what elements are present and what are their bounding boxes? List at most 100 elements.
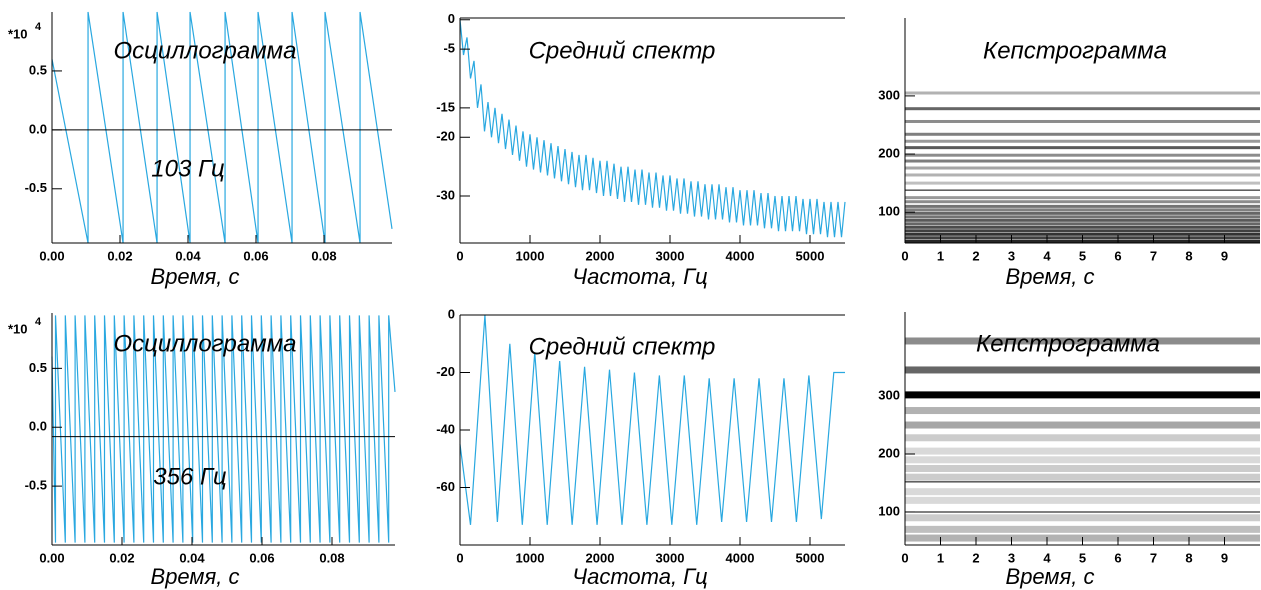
- x-tick-label: 5: [1079, 248, 1086, 263]
- x-tick-label: 0: [456, 248, 463, 263]
- cepstrum-band: [905, 181, 1260, 185]
- cepstrum-band: [905, 525, 1260, 533]
- x-tick-label: 0.08: [319, 550, 344, 565]
- y-tick-label: -20: [436, 129, 455, 144]
- frequency-annotation: 356 Гц: [153, 463, 227, 490]
- y-tick-label: 100: [878, 503, 900, 518]
- y-tick-label: -20: [436, 364, 455, 379]
- cepstrum-band: [905, 514, 1260, 522]
- cepstrum-band: [905, 464, 1260, 472]
- x-tick-label: 4: [1043, 248, 1051, 263]
- y-tick-label: 100: [878, 204, 900, 219]
- y-tick-label: -40: [436, 421, 455, 436]
- cepstrum-band: [905, 391, 1260, 399]
- x-tick-label: 5: [1079, 550, 1086, 565]
- y-tick-label: -30: [436, 187, 455, 202]
- x-tick-label: 0: [901, 550, 908, 565]
- panel-title: Кепстрограмма: [983, 37, 1167, 64]
- x-tick-label: 0.00: [39, 550, 64, 565]
- y-tick-label: 200: [878, 445, 900, 460]
- x-tick-label: 2000: [586, 550, 615, 565]
- y-tick-label: 0.5: [29, 360, 47, 375]
- y-tick-label: 0.0: [29, 121, 47, 136]
- signal-line: [459, 314, 845, 525]
- cepstrum-band: [905, 107, 1260, 111]
- x-tick-label: 2000: [586, 248, 615, 263]
- x-tick-label: 4000: [726, 550, 755, 565]
- x-tick-label: 6: [1114, 248, 1121, 263]
- x-tick-label: 0: [901, 248, 908, 263]
- scale-label: *10: [8, 321, 28, 336]
- cepstrum-band: [905, 200, 1260, 204]
- cepstrum-band: [905, 132, 1260, 136]
- cepstrum-band: [905, 153, 1260, 157]
- y-tick-label: -15: [436, 99, 455, 114]
- panel-title: Средний спектр: [529, 37, 716, 64]
- x-axis-label: Время, с: [1006, 564, 1095, 589]
- cepstrum-band: [905, 229, 1260, 233]
- x-tick-label: 2: [972, 550, 979, 565]
- x-tick-label: 0.08: [311, 248, 336, 263]
- x-tick-label: 6: [1114, 550, 1121, 565]
- x-tick-label: 7: [1150, 550, 1157, 565]
- cepstrum-band: [905, 496, 1260, 504]
- y-tick-label: -60: [436, 479, 455, 494]
- cepstrum-band: [905, 166, 1260, 170]
- x-tick-label: 1000: [516, 550, 545, 565]
- y-tick-label: -0.5: [25, 180, 47, 195]
- x-axis-label: Частота, Гц: [572, 264, 707, 289]
- x-tick-label: 3: [1008, 550, 1015, 565]
- cepstrum-band: [905, 225, 1260, 229]
- cepstrum-band: [905, 434, 1260, 442]
- cepstrum-band: [905, 222, 1260, 226]
- x-tick-label: 0: [456, 550, 463, 565]
- y-tick-label: 0.5: [29, 62, 47, 77]
- panel-title: Кепстрограмма: [976, 330, 1160, 357]
- x-axis-label: Частота, Гц: [572, 564, 707, 589]
- x-tick-label: 4: [1043, 550, 1051, 565]
- signal-line: [51, 315, 396, 543]
- x-tick-label: 1: [937, 550, 944, 565]
- scale-label: *10: [8, 26, 28, 41]
- x-axis-label: Время, с: [1006, 264, 1095, 289]
- panel-title: Осциллограмма: [114, 330, 297, 357]
- x-tick-label: 7: [1150, 248, 1157, 263]
- x-tick-label: 3000: [656, 248, 685, 263]
- y-tick-label: 0: [448, 11, 455, 26]
- cepstrum-band: [905, 232, 1260, 236]
- x-tick-label: 0.04: [175, 248, 201, 263]
- panel-title: Осциллограмма: [114, 37, 297, 64]
- cepstrum-band: [905, 337, 1260, 345]
- cepstrum-band: [905, 421, 1260, 429]
- x-tick-label: 3: [1008, 248, 1015, 263]
- x-tick-label: 0.06: [243, 248, 268, 263]
- x-tick-label: 1: [937, 248, 944, 263]
- cepstrum-band: [905, 208, 1260, 212]
- scale-exponent: 4: [35, 21, 42, 33]
- x-tick-label: 8: [1185, 248, 1192, 263]
- cepstrum-band: [905, 204, 1260, 208]
- cepstrum-band: [905, 407, 1260, 415]
- x-tick-label: 5000: [796, 550, 825, 565]
- cepstrum-band: [905, 139, 1260, 143]
- x-tick-label: 4000: [726, 248, 755, 263]
- x-tick-label: 0.02: [107, 248, 132, 263]
- x-tick-label: 3000: [656, 550, 685, 565]
- x-tick-label: 9: [1221, 550, 1228, 565]
- x-tick-label: 0.00: [39, 248, 64, 263]
- cepstrum-band: [905, 456, 1260, 464]
- y-tick-label: 300: [878, 387, 900, 402]
- cepstrum-band: [905, 447, 1260, 455]
- x-tick-label: 0.06: [249, 550, 274, 565]
- cepstrum-band: [905, 218, 1260, 222]
- y-tick-label: 0: [448, 306, 455, 321]
- frequency-annotation: 103 Гц: [151, 155, 225, 182]
- y-tick-label: 0.0: [29, 419, 47, 434]
- y-tick-label: -5: [443, 41, 455, 56]
- x-tick-label: 9: [1221, 248, 1228, 263]
- signal-line: [459, 19, 846, 238]
- cepstrum-band: [905, 196, 1260, 200]
- x-axis-label: Время, с: [151, 564, 240, 589]
- cepstrum-band: [905, 215, 1260, 219]
- x-tick-label: 0.02: [109, 550, 134, 565]
